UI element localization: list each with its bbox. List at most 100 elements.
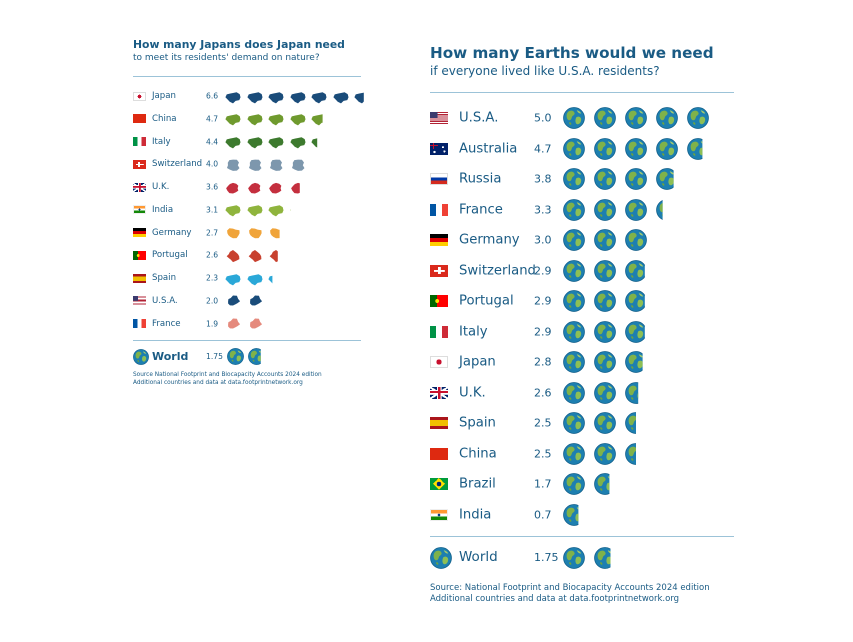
earths-source-line: Source: National Footprint and Biocapaci… (430, 583, 710, 593)
earth-globe-icon (594, 229, 616, 255)
japans-row-china: China 4.7 (133, 111, 361, 127)
earth-globe-icon (625, 168, 647, 194)
value-label: 2.9 (534, 294, 552, 308)
earth-globe-icon (625, 229, 647, 255)
spain-flag-icon (430, 417, 448, 429)
earth-globe-icon (625, 381, 647, 408)
earth-globe-icon (563, 412, 585, 438)
earth-globe-icon (563, 259, 585, 286)
country-shape-icon (246, 317, 264, 336)
country-label: Germany (152, 227, 192, 238)
japans-top-rule (133, 76, 361, 77)
country-shape-icon (353, 89, 371, 108)
earth-globe-icon (687, 137, 709, 164)
country-shape-icon (246, 226, 264, 245)
france-flag-icon (430, 203, 448, 216)
country-shape-icon (246, 248, 264, 267)
country-label: Japan (152, 91, 176, 101)
country-label: France (459, 202, 503, 217)
earth-globe-icon (563, 198, 585, 225)
earth-globe-icon (625, 198, 647, 225)
country-shape-icon (289, 89, 307, 108)
germany-flag-icon (430, 234, 448, 246)
earths-row-portugal: Portugal 2.9 (430, 290, 734, 312)
country-shape-icon (267, 271, 285, 290)
country-shape-icon (289, 112, 307, 131)
value-label: 2.7 (206, 228, 219, 237)
value-label: 2.3 (206, 273, 219, 283)
spain-flag-icon (133, 273, 146, 283)
country-shape-icon (267, 226, 285, 245)
earth-globe-icon (563, 503, 585, 530)
japans-row-switzerland: Switzerland 4.0 (133, 156, 361, 172)
earth-globe-icon (430, 547, 452, 573)
earth-globe-icon (563, 351, 585, 377)
earth-globe-icon (625, 442, 647, 469)
earths-row-australia: Australia 4.7 (430, 137, 734, 160)
earths-world-row: World 1.75 (430, 546, 734, 570)
country-shape-icon (246, 271, 264, 290)
u-s-a-flag-icon (133, 296, 146, 306)
country-shape-icon (289, 180, 307, 199)
portugal-flag-icon (430, 295, 448, 307)
value-label: 3.3 (534, 203, 552, 216)
earth-globe-icon (227, 348, 244, 369)
country-shape-icon (224, 317, 242, 336)
country-shape-icon (224, 89, 242, 108)
country-shape-icon (289, 203, 307, 222)
value-label: 2.5 (534, 416, 552, 430)
japans-chart-title: How many Japans does Japan need (133, 38, 345, 51)
earths-top-rule (430, 92, 734, 93)
earth-globe-icon (594, 351, 616, 377)
country-label: U.S.A. (152, 295, 178, 306)
earths-row-u-k: U.K. 2.6 (430, 381, 734, 404)
country-label: China (459, 446, 497, 461)
earths-row-japan: Japan 2.8 (430, 351, 734, 373)
country-label: Switzerland (459, 263, 536, 278)
brazil-flag-icon (430, 478, 448, 490)
earths-row-u-s-a: U.S.A. 5.0 (430, 107, 734, 129)
value-label: 2.9 (534, 264, 552, 277)
country-shape-icon (310, 89, 328, 108)
japans-source-line: Source National Footprint and Biocapacit… (133, 372, 322, 378)
country-shape-icon (224, 248, 242, 267)
italy-flag-icon (430, 325, 448, 338)
earth-globe-icon (594, 290, 616, 316)
country-shape-icon (267, 157, 285, 176)
earth-globe-icon (594, 473, 616, 499)
country-shape-icon (267, 135, 285, 154)
country-shape-icon (246, 157, 264, 176)
earths-chart-subtitle: if everyone lived like U.S.A. residents? (430, 64, 660, 78)
earth-globe-icon (594, 381, 616, 408)
country-shape-icon (310, 135, 328, 154)
country-label: India (152, 204, 174, 215)
value-label: 4.0 (206, 159, 219, 169)
value-label: 2.8 (534, 355, 552, 369)
earth-globe-icon (563, 229, 585, 255)
country-shape-icon (246, 112, 264, 131)
japans-row-germany: Germany 2.7 (133, 225, 361, 241)
value-label: 5.0 (534, 111, 552, 125)
earths-bottom-rule (430, 536, 734, 537)
italy-flag-icon (133, 137, 146, 146)
earth-globe-icon (625, 290, 647, 316)
earth-globe-icon (656, 199, 678, 225)
earths-chart-title: How many Earths would we need (430, 44, 714, 62)
earth-globe-icon (594, 442, 616, 469)
country-label: Portugal (459, 293, 514, 309)
japans-row-u-k: U.K. 3.6 (133, 179, 361, 195)
earth-globe-icon (625, 259, 647, 286)
value-label: 3.6 (206, 182, 219, 192)
country-shape-icon (246, 89, 264, 108)
earth-globe-icon (563, 168, 585, 194)
japans-row-japan: Japan 6.6 (133, 88, 364, 104)
country-label: U.S.A. (459, 110, 499, 126)
earth-globe-icon (563, 137, 585, 164)
country-shape-icon (267, 180, 285, 199)
japans-chart: How many Japans does Japan need to meet … (133, 38, 364, 386)
country-label: France (152, 318, 181, 329)
value-label: 3.1 (206, 205, 219, 215)
earth-globe-icon (248, 348, 265, 369)
country-shape-icon (246, 294, 264, 313)
germany-flag-icon (133, 228, 146, 237)
